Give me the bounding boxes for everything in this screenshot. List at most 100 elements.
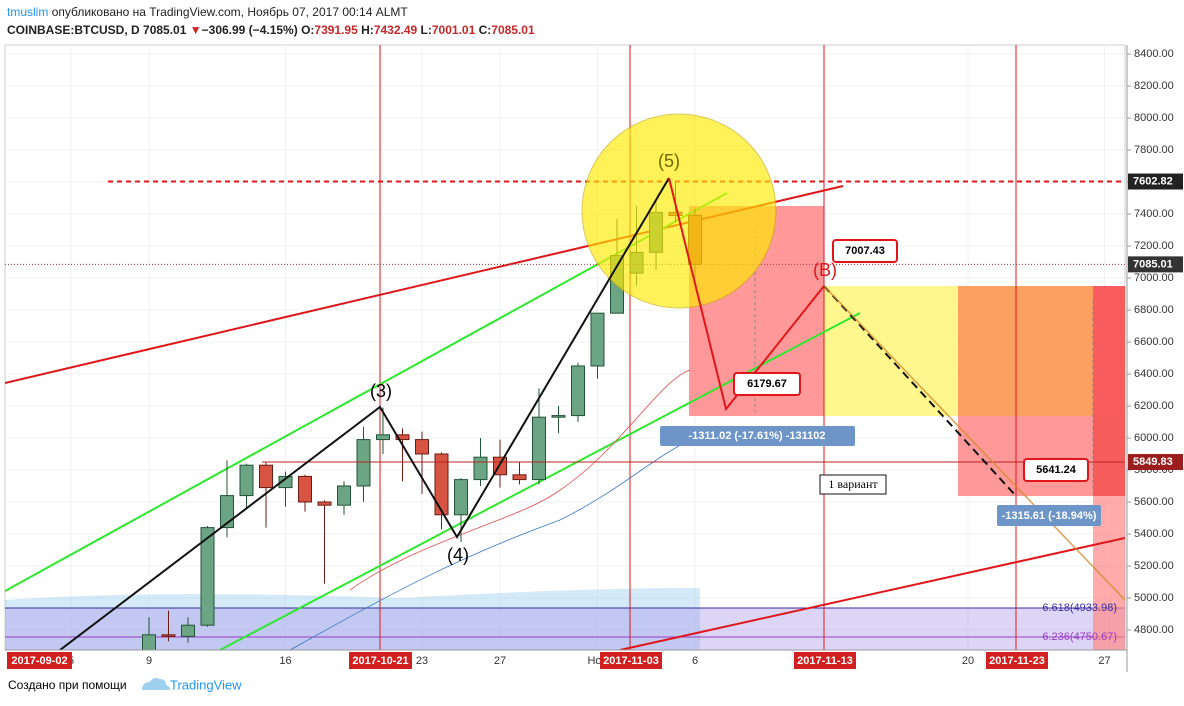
candle-body bbox=[415, 439, 429, 455]
zone bbox=[1093, 416, 1125, 496]
note-box bbox=[819, 474, 887, 495]
footer-text: Создано при помощи bbox=[8, 678, 127, 692]
channel-line bbox=[219, 312, 861, 650]
candle-body bbox=[512, 474, 527, 481]
y-tick-label: 4800.00 bbox=[1134, 624, 1174, 636]
candle-body bbox=[200, 527, 215, 626]
projection bbox=[823, 285, 1125, 601]
note: 1 вариант bbox=[828, 477, 878, 491]
y-tick-label: 5600.00 bbox=[1134, 496, 1174, 508]
l: 7001.01 bbox=[431, 23, 476, 37]
price-label: 7085.01 bbox=[1133, 258, 1173, 270]
callout-box bbox=[660, 426, 855, 446]
candle-body bbox=[337, 485, 351, 506]
x-tick-label: 9 bbox=[146, 655, 152, 667]
candle-body bbox=[473, 456, 488, 481]
candle-body bbox=[278, 475, 293, 489]
date-label-box bbox=[349, 652, 412, 669]
y-tick-label: 6800.00 bbox=[1134, 304, 1174, 316]
y-tick-label: 6000.00 bbox=[1134, 432, 1174, 444]
candle-body bbox=[551, 415, 566, 418]
wave-label: (3) bbox=[370, 381, 392, 401]
c: 7085.01 bbox=[491, 23, 535, 37]
c-label: C: bbox=[478, 23, 492, 37]
footer-brand[interactable]: TradingView bbox=[170, 677, 242, 692]
zone bbox=[1093, 286, 1125, 416]
x-tick-label: 23 bbox=[416, 655, 428, 667]
y-tick-label: 5400.00 bbox=[1134, 528, 1174, 540]
price-label: 5849.83 bbox=[1133, 456, 1173, 468]
candle-body bbox=[298, 475, 312, 503]
user[interactable]: tmuslim bbox=[7, 5, 49, 19]
x-tick-label: 20 bbox=[962, 655, 974, 667]
overlays bbox=[59, 113, 1125, 650]
date-label-box bbox=[986, 652, 1048, 669]
fib-label: 6.618(4933.98) bbox=[1042, 602, 1117, 614]
x-tick-label: 16 bbox=[279, 655, 291, 667]
date-label: 2017-11-03 bbox=[603, 655, 659, 667]
candle-body bbox=[590, 312, 605, 367]
l-label: L: bbox=[420, 23, 432, 37]
volume-cloud bbox=[5, 588, 700, 650]
wave-label: (5) bbox=[658, 151, 680, 171]
candle-body bbox=[181, 624, 195, 637]
zone bbox=[958, 416, 1093, 496]
candle-body bbox=[395, 434, 410, 441]
y-tick-label: 6600.00 bbox=[1134, 336, 1174, 348]
price-label: 7602.82 bbox=[1133, 175, 1173, 187]
projection bbox=[668, 177, 825, 412]
y-tick-label: 7200.00 bbox=[1134, 240, 1174, 252]
date-label-box bbox=[794, 652, 856, 669]
callout-box bbox=[997, 505, 1101, 526]
fib-label: 6.236(4750.67) bbox=[1042, 631, 1117, 643]
y-tick-label: 7000.00 bbox=[1134, 272, 1174, 284]
candle-body bbox=[571, 365, 585, 417]
y-tick-label: 7800.00 bbox=[1134, 144, 1174, 156]
price-label-box bbox=[1128, 454, 1183, 471]
x-tick-label: 27 bbox=[1098, 655, 1110, 667]
wave-line bbox=[59, 177, 670, 650]
drawings bbox=[5, 45, 1125, 650]
callout: 7007.43 bbox=[845, 245, 885, 257]
zone bbox=[958, 286, 1093, 416]
ma-line bbox=[289, 439, 691, 650]
y-tick-label: 5200.00 bbox=[1134, 560, 1174, 572]
candle-body bbox=[161, 634, 176, 637]
candle-body bbox=[454, 479, 468, 516]
o: 7391.95 bbox=[314, 23, 358, 37]
candle-body bbox=[239, 464, 254, 497]
y-tick-label: 5000.00 bbox=[1134, 592, 1174, 604]
logo bbox=[142, 678, 170, 690]
y-tick-label: 6200.00 bbox=[1134, 400, 1174, 412]
ma-line bbox=[349, 369, 691, 591]
callout: 6179.67 bbox=[747, 378, 787, 390]
header-line1: tmuslim опубликовано на TradingView.com,… bbox=[7, 3, 535, 21]
candle-body bbox=[317, 501, 332, 506]
callout: -1315.61 (-18.94%) bbox=[1002, 510, 1097, 522]
candle-body bbox=[532, 416, 546, 481]
date-label-box bbox=[7, 652, 72, 669]
date-label: 2017-11-13 bbox=[797, 655, 853, 667]
wave-label: (B) bbox=[813, 260, 837, 280]
callout-box bbox=[832, 239, 898, 263]
zone bbox=[824, 286, 958, 416]
y-tick-label: 7400.00 bbox=[1134, 208, 1174, 220]
y-tick-label: 6400.00 bbox=[1134, 368, 1174, 380]
candle-body bbox=[356, 439, 371, 487]
x-tick-label: 6 bbox=[692, 655, 698, 667]
o-label: O: bbox=[301, 23, 315, 37]
symbol: COINBASE:BTCUSD, D bbox=[7, 23, 140, 37]
x-tick-label: 27 bbox=[494, 655, 506, 667]
candle-body bbox=[142, 634, 156, 650]
price-label-box bbox=[1128, 173, 1183, 190]
change: −306.99 (−4.15%) bbox=[201, 23, 298, 37]
h-label: H: bbox=[361, 23, 374, 37]
date-label: 2017-09-02 bbox=[11, 655, 67, 667]
callout-box bbox=[733, 372, 801, 396]
callout-box bbox=[1023, 458, 1089, 482]
date-label-box bbox=[600, 652, 662, 669]
h: 7432.49 bbox=[373, 23, 418, 37]
candle-body bbox=[259, 464, 273, 489]
header-line2: COINBASE:BTCUSD, D 7085.01 ▼−306.99 (−4.… bbox=[7, 21, 535, 39]
